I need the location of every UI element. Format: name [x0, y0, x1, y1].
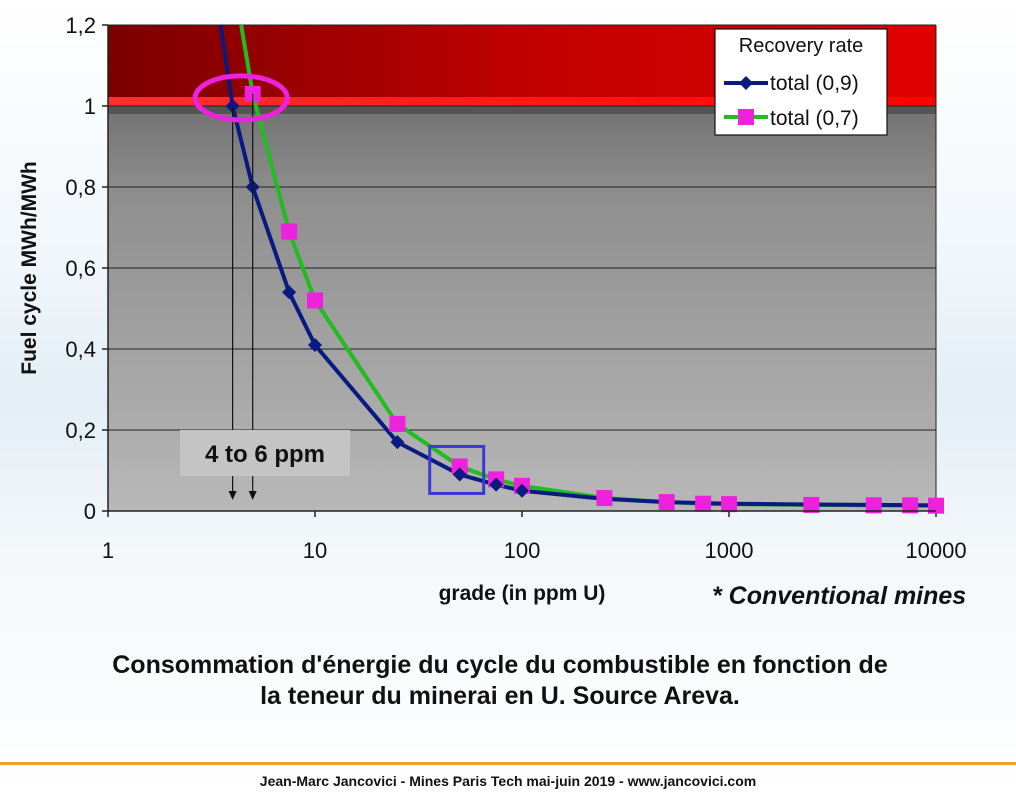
data-point-series-1 [390, 435, 405, 450]
y-axis-title: Fuel cycle MWh/MWh [18, 161, 41, 375]
y-tick-label: 1 [84, 94, 96, 119]
x-tick-label: 10000 [905, 538, 966, 563]
data-point-series-2 [307, 292, 323, 309]
y-tick-label: 0 [84, 499, 96, 524]
y-tick-label: 0,8 [65, 175, 96, 200]
y-tick-label: 0,6 [65, 256, 96, 281]
data-point-series-2 [281, 223, 298, 240]
highlight-box [428, 444, 486, 495]
data-point-series-2 [389, 415, 406, 432]
y-tick-label: 0,2 [65, 418, 96, 443]
ppm-label: 4 to 6 ppm [205, 441, 325, 468]
ppm-arrowhead [248, 491, 257, 500]
series [218, 24, 944, 514]
y-tick-label: 1,2 [65, 13, 96, 38]
data-point-series-2 [451, 458, 468, 475]
y-tick-label: 0,4 [65, 337, 96, 362]
ppm-label-box: 4 to 6 ppm [180, 430, 350, 476]
threshold-band-edge [108, 97, 936, 106]
legend-label-series-1: total (0,9) [770, 72, 859, 95]
data-point-series-1 [489, 477, 504, 492]
caption-line-2: la teneur du minerai en U. Source Areva. [260, 682, 740, 710]
data-point-series-2 [803, 496, 820, 513]
x-tick-label: 1000 [705, 538, 754, 563]
legend: Recovery rate total (0,9) total (0,7) [714, 28, 888, 136]
data-point-series-1 [515, 483, 529, 498]
footer-divider [0, 762, 1016, 765]
legend-marker-series-1 [739, 76, 753, 90]
axes [107, 25, 936, 512]
data-point-series-2 [721, 496, 737, 513]
legend-label-series-2: total (0,7) [770, 107, 859, 130]
x-tick-label: 10 [303, 538, 327, 563]
annotations: 4 to 6 ppm [180, 73, 486, 500]
threshold-highlight-ellipse [192, 73, 290, 123]
data-point-series-2 [902, 497, 919, 514]
data-point-series-2 [695, 495, 712, 512]
data-point-series-1 [308, 337, 322, 352]
data-point-series-1 [452, 467, 467, 482]
data-point-series-2 [865, 497, 882, 514]
slide-caption: Consommation d'énergie du cycle du combu… [0, 650, 1000, 712]
legend-marker-series-2 [738, 109, 754, 125]
caption-line-1: Consommation d'énergie du cycle du combu… [112, 651, 888, 679]
x-tick-label: 1 [102, 538, 114, 563]
conventional-mines-note: * Conventional mines [712, 582, 967, 610]
threshold-band-shadow [108, 106, 936, 114]
fuel-cycle-chart: 0 0,2 0,4 0,6 0,8 1 1,2 1 10 100 1000 10000 4 to 6 … [18, 13, 967, 605]
data-point-series-2 [658, 494, 675, 511]
data-point-series-2 [928, 497, 944, 514]
data-point-series-1 [282, 285, 297, 300]
x-tick-label: 100 [504, 538, 541, 563]
ppm-arrowhead [228, 491, 237, 500]
footer-credit: Jean-Marc Jancovici - Mines Paris Tech m… [259, 773, 757, 789]
data-point-series-2 [596, 490, 613, 507]
legend-title: Recovery rate [739, 35, 864, 57]
x-axis-title: grade (in ppm U) [439, 582, 606, 605]
